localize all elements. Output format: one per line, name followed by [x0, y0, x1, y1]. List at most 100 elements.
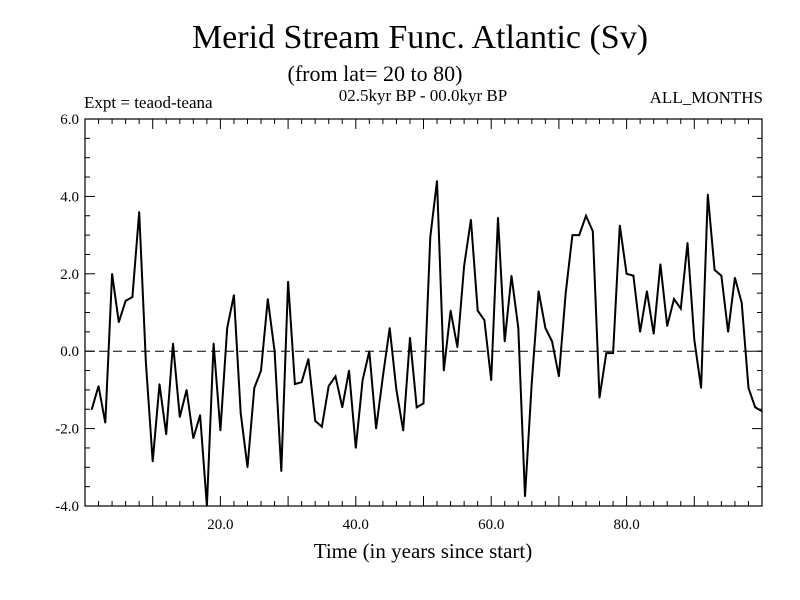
- data-point: [165, 433, 168, 436]
- data-point: [151, 460, 154, 463]
- data-point: [138, 211, 140, 213]
- data-point: [280, 470, 283, 472]
- data-point: [131, 296, 134, 298]
- data-point: [734, 276, 736, 279]
- x-axis-label: Time (in years since start): [314, 539, 533, 563]
- data-point: [97, 385, 100, 387]
- data-point: [111, 273, 113, 275]
- data-point: [632, 274, 635, 277]
- data-point: [483, 319, 486, 322]
- data-point: [761, 410, 763, 412]
- y-tick-label: -4.0: [55, 499, 79, 515]
- data-point: [693, 338, 696, 341]
- data-point: [652, 332, 655, 335]
- data-point: [564, 292, 567, 294]
- data-point: [253, 387, 256, 389]
- data-point: [294, 383, 296, 385]
- data-point: [524, 495, 526, 498]
- data-point: [497, 216, 499, 219]
- data-point: [415, 406, 418, 409]
- data-point: [476, 309, 479, 312]
- data-point: [355, 447, 357, 449]
- data-point: [659, 263, 662, 265]
- plot-frame: [84, 118, 763, 507]
- data-point: [436, 180, 438, 182]
- data-point: [585, 214, 587, 217]
- data-point: [199, 414, 201, 416]
- data-point: [537, 290, 540, 293]
- data-point: [463, 265, 465, 267]
- data-point: [382, 375, 384, 378]
- data-point: [233, 294, 235, 296]
- chart-title: Merid Stream Func. Atlantic (Sv): [192, 19, 648, 56]
- data-point: [754, 406, 757, 409]
- data-point: [673, 298, 675, 300]
- data-point: [619, 224, 621, 227]
- y-tick-label: -2.0: [55, 422, 79, 438]
- data-point: [246, 466, 249, 469]
- data-point: [470, 218, 472, 221]
- data-point: [531, 381, 533, 383]
- x-tick-label: 20.0: [207, 517, 233, 533]
- data-point: [402, 429, 404, 432]
- data-point: [124, 300, 127, 302]
- data-point: [612, 352, 614, 354]
- data-point: [422, 402, 425, 405]
- data-point: [510, 274, 513, 277]
- data-point: [260, 369, 262, 372]
- data-point: [713, 269, 716, 271]
- months-label: ALL_MONTHS: [650, 88, 763, 107]
- experiment-label: Expt = teaod-teana: [84, 93, 213, 112]
- data-point: [456, 346, 459, 349]
- data-point: [192, 437, 195, 440]
- data-point: [490, 379, 493, 382]
- y-tick-label: 6.0: [60, 112, 79, 128]
- data-point: [646, 290, 648, 293]
- data-point: [707, 193, 709, 196]
- series-line-teaod-teana: [90, 180, 763, 507]
- data-point: [747, 387, 750, 389]
- data-point: [361, 379, 364, 382]
- data-point: [625, 273, 628, 275]
- x-tick-label: 40.0: [343, 517, 369, 533]
- data-point: [206, 505, 208, 507]
- data-point: [598, 396, 601, 399]
- data-point: [327, 385, 330, 387]
- data-point: [449, 309, 452, 312]
- data-points: [90, 180, 763, 507]
- data-point: [90, 408, 93, 411]
- y-tick-label: 0.0: [60, 344, 79, 360]
- data-point: [720, 274, 723, 277]
- data-point: [578, 234, 581, 236]
- period-label: 02.5kyr BP - 00.0kyr BP: [339, 86, 507, 105]
- data-point: [185, 389, 188, 391]
- data-point: [686, 242, 689, 244]
- data-point: [700, 387, 702, 389]
- data-point: [307, 358, 310, 360]
- x-axis: 20.0 40.0 60.0 80.0: [98, 119, 749, 533]
- x-tick-label: 80.0: [613, 517, 639, 533]
- data-point: [503, 340, 506, 343]
- data-point: [287, 280, 289, 283]
- data-point: [300, 381, 303, 383]
- data-point: [118, 321, 120, 323]
- data-point: [172, 342, 174, 345]
- data-point: [334, 375, 337, 378]
- data-point: [571, 234, 574, 236]
- data-point: [551, 340, 553, 343]
- data-point: [239, 412, 242, 414]
- data-point: [158, 383, 161, 385]
- data-point: [517, 327, 520, 329]
- data-point: [443, 369, 445, 372]
- y-tick-label: 2.0: [60, 267, 79, 283]
- chart-subtitle: (from lat= 20 to 80): [288, 61, 463, 86]
- data-point: [388, 327, 391, 329]
- data-point: [727, 331, 729, 333]
- data-point: [219, 429, 222, 432]
- data-point: [341, 406, 344, 409]
- data-point: [314, 420, 316, 422]
- data-point: [639, 331, 641, 333]
- data-point: [212, 342, 215, 345]
- data-point: [321, 425, 323, 428]
